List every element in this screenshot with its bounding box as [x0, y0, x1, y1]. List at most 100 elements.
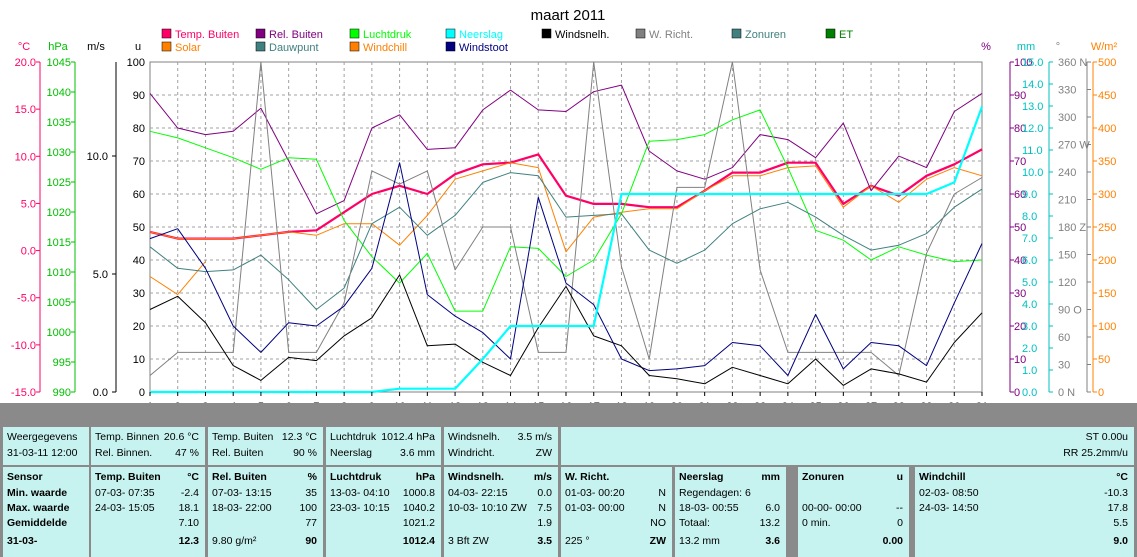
sensor-labels: Sensor Min. waarde Max. waarde Gemiddelde 31…: [3, 467, 89, 557]
axis-tick-label: 20.0: [15, 57, 36, 69]
axis-tick-label: 0.0: [21, 246, 36, 258]
axis-tick-label: 40: [1014, 255, 1026, 267]
axis-tick-label: 6.0: [1022, 255, 1037, 267]
x-tick-label: 1: [147, 401, 153, 403]
section-row-label: 24-03- 15:05: [95, 502, 155, 514]
current-label: Windricht.: [448, 447, 495, 459]
legend-label: ET: [839, 29, 853, 41]
axis-tick-label: 13.0: [1022, 101, 1043, 113]
x-tick-label: 21: [699, 401, 711, 403]
section-unit: °C: [1116, 471, 1128, 483]
x-tick-label: 6: [286, 401, 292, 403]
section-row-value: N: [658, 502, 666, 514]
axis-tick-label: 15.0: [1022, 57, 1043, 69]
x-tick-label: 12: [449, 401, 461, 403]
axis-tick-label: 2.0: [1022, 343, 1037, 355]
section-title: Zonuren: [802, 471, 844, 483]
current-value: RR 25.2mm/u: [1063, 447, 1128, 459]
section-w-richt-: W. Richt. 01-03- 00:20 N 01-03- 00:00 N NO 225…: [561, 467, 672, 557]
legend-label: Temp. Buiten: [175, 29, 239, 41]
section-row-value: 1000.8: [402, 487, 435, 499]
x-tick-label: 9: [369, 401, 375, 403]
sensor-label: Min. waarde: [7, 487, 68, 499]
current-reading-3: Luchtdruk Neerslag 1012.4 hPa 3.6 mm: [326, 427, 441, 465]
section-row-label: 23-03- 10:15: [330, 502, 390, 514]
axis-tick-label: 4.0: [1022, 299, 1037, 311]
section-zonuren: Zonuren u 00-00- 00:00 -- 0 min. 0 0.00: [798, 467, 909, 557]
axis-tick-label: -5.0: [17, 293, 36, 305]
section-row-label: 01-03- 00:20: [565, 487, 625, 499]
x-tick-label: 24: [782, 401, 794, 403]
section-row-value: --: [896, 502, 903, 514]
axis-tick-label: 70: [133, 156, 145, 168]
axis-tick-label: 990: [53, 387, 71, 399]
axis-tick-label: 9.0: [1022, 189, 1037, 201]
x-tick-label: 5: [258, 401, 264, 403]
axis-tick-label: 1020: [47, 207, 71, 219]
section-row-label: 00-00- 00:00: [802, 502, 862, 514]
axis-tick-label: 100: [127, 57, 145, 69]
current-reading-5: ST 0.00u RR 25.2mm/u: [561, 427, 1134, 465]
axis-tick-label: 150: [1098, 288, 1116, 300]
legend-swatch: [255, 41, 266, 52]
section-unit: mm: [761, 471, 780, 483]
axis-mm: 15.0 14.0 13.0 12.0 11.0 10.0 9.0 8.0 7.0 6.0 5.0 4…: [1017, 41, 1053, 399]
legend-label: Windchill: [363, 42, 407, 54]
x-tick-label: 19: [643, 401, 655, 403]
axis-tick-label: 70: [1014, 156, 1026, 168]
axis-tick-label: -10.0: [11, 340, 36, 352]
section-title: Luchtdruk: [330, 471, 382, 483]
axis-tick-label: -15.0: [11, 387, 36, 399]
section-row-value: N: [658, 487, 666, 499]
current-reading-4: Windsnelh. Windricht. 3.5 m/s ZW: [444, 427, 558, 465]
axis-tick-label: 90: [133, 90, 145, 102]
section-row-value: 9.0: [1113, 535, 1128, 547]
current-reading-2: Temp. Buiten Rel. Buiten 12.3 °C 90 %: [208, 427, 323, 465]
section-row-value: 1040.2: [402, 502, 435, 514]
x-tick-label: 14: [504, 401, 516, 403]
axis-tick-label: 1040: [47, 87, 71, 99]
current-label: Luchtdruk: [330, 431, 377, 443]
section-row-value: 18.1: [178, 502, 199, 514]
section-row-label: 9.80 g/m²: [212, 535, 257, 547]
current-reading-1: Temp. Binnen Rel. Binnen. 20.6 °C 47 %: [91, 427, 205, 465]
axis-wind: 10.0 5.0 0.0 m/s: [87, 41, 117, 399]
series-windchill: [149, 162, 983, 253]
section-title: Windsnelh.: [448, 471, 504, 483]
section-row-value: 7.5: [537, 502, 552, 514]
section-temp-buiten: Temp. Buiten °C 07-03- 07:35 -2.4 24-03- 15:…: [91, 467, 205, 557]
axis-tick-label: 10: [1014, 354, 1026, 366]
section-unit: hPa: [415, 471, 435, 483]
axis-tick-label: 90: [1014, 90, 1026, 102]
section-row-value: 1.9: [537, 517, 552, 529]
sensor-label: 31-03-: [7, 535, 38, 547]
axis-tick-label: 1010: [47, 267, 71, 279]
section-unit: °C: [187, 471, 199, 483]
section-row-value: 35: [305, 487, 317, 499]
axis-tick-label: 0.0: [1022, 387, 1037, 399]
axis-tick-label: 10.0: [1022, 167, 1043, 179]
section-row-value: 12.3: [178, 535, 199, 547]
x-tick-label: 26: [837, 401, 849, 403]
axis-tick-label: 12.0: [1022, 123, 1043, 135]
legend-swatch: [445, 28, 456, 39]
axis-tick-label: 10: [133, 354, 145, 366]
section-row-label: 07-03- 07:35: [95, 487, 155, 499]
section-row-value: 3.6: [765, 535, 780, 547]
section-row-value: -2.4: [180, 487, 199, 499]
section-row-label: 24-03- 14:50: [919, 502, 979, 514]
section-row-value: 13.2: [759, 517, 780, 529]
section-row-label: 0 min.: [802, 517, 831, 529]
axis-tick-label: 60: [1058, 332, 1070, 344]
section-windsnelh-: Windsnelh. m/s 04-03- 22:15 0.0 10-03- 10:10…: [444, 467, 558, 557]
section-windchill: Windchill °C 02-03- 08:50 -10.3 24-03- 14:50…: [915, 467, 1134, 557]
series-rel-buiten: [149, 84, 983, 215]
section-title: Rel. Buiten: [212, 471, 267, 483]
legend-swatch: [161, 41, 172, 52]
axis-tick-label: 1005: [47, 297, 71, 309]
axis-tick-label: 450: [1098, 90, 1116, 102]
axis-tick-label: 80: [133, 123, 145, 135]
current-label: 31-03-11 12:00: [7, 447, 78, 459]
